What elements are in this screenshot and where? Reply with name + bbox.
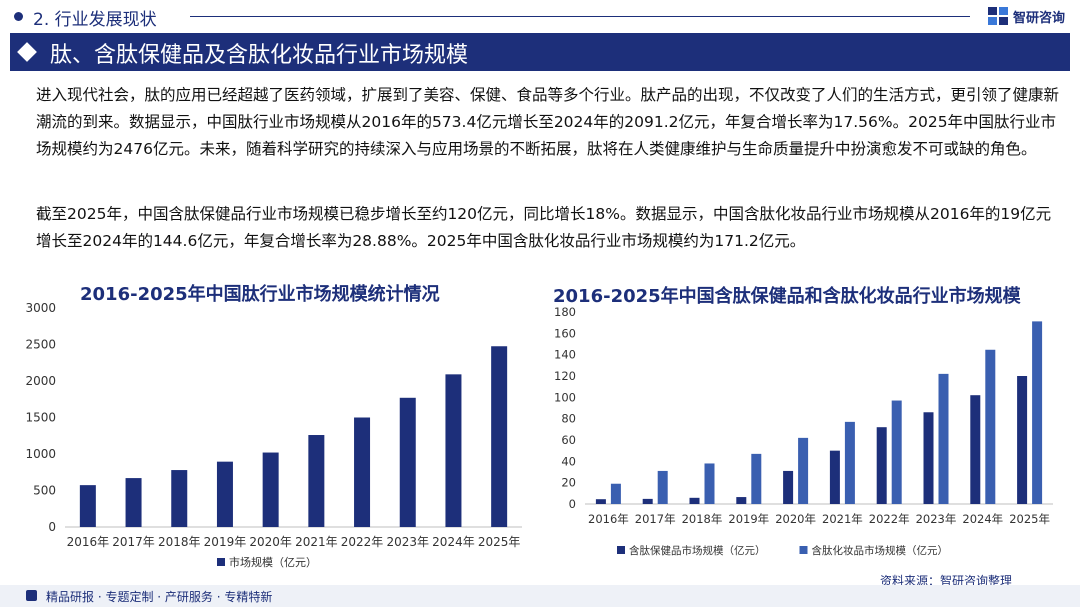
bar-1-2022年 [354, 417, 371, 527]
bar-2-2025年 [1032, 321, 1043, 504]
footer-tagline: 精品研报 · 专题定制 · 产研服务 · 专精特新 [46, 590, 273, 604]
bar-1-2016年 [79, 485, 96, 527]
bar-1-2020年 [262, 452, 279, 527]
top-bar: 2. 行业发展现状 智研咨询 [0, 0, 1080, 32]
bar-1-2024年 [970, 395, 981, 504]
y-tick-label: 160 [554, 326, 576, 340]
bar-2-2017年 [657, 470, 668, 504]
bar-2-2024年 [985, 349, 996, 504]
footer-bar: 精品研报 · 专题定制 · 产研服务 · 专精特新 [0, 585, 1080, 607]
y-tick-label: 1000 [25, 447, 56, 461]
bar-1-2019年 [216, 461, 233, 527]
y-tick-label: 0 [569, 497, 576, 511]
x-tick-label: 2022年 [341, 535, 384, 549]
peptide-products-chart: 0 20 40 60 80 100 120 140 160 180 2016年 2017年 2018年 2… [554, 305, 1053, 557]
y-tick-label: 3000 [25, 301, 56, 315]
y-tick-label: 180 [554, 305, 576, 319]
legend-label-1: 市场规模（亿元） [229, 555, 317, 569]
brand-name: 智研咨询 [1013, 10, 1066, 26]
bar-2-2019年 [751, 453, 762, 504]
bar-2-2023年 [938, 373, 949, 504]
x-tick-label: 2017年 [112, 535, 155, 549]
x-tick-label: 2021年 [822, 512, 863, 526]
legend-swatch-1 [617, 546, 625, 554]
x-tick-label: 2019年 [728, 512, 769, 526]
y-tick-label: 120 [554, 369, 576, 383]
x-tick-label: 2023年 [916, 512, 957, 526]
y-tick-label: 20 [561, 476, 576, 490]
bar-2-2016年 [610, 483, 621, 504]
page-title: 肽、含肽保健品及含肽化妆品行业市场规模 [50, 43, 469, 68]
bar-1-2022年 [876, 427, 887, 504]
legend-swatch-1 [217, 558, 225, 566]
bar-1-2018年 [171, 470, 188, 527]
legend-swatch-2 [799, 546, 808, 554]
x-tick-label: 2018年 [158, 535, 201, 549]
bar-1-2017年 [125, 478, 142, 527]
x-tick-label: 2017年 [635, 512, 676, 526]
bar-1-2021年 [308, 435, 325, 527]
bar-1-2017年 [642, 498, 653, 504]
source-note: 资料来源：智研咨询整理 [880, 574, 1013, 588]
section-bullet [14, 12, 23, 21]
x-tick-label: 2022年 [869, 512, 910, 526]
title-banner: 肽、含肽保健品及含肽化妆品行业市场规模 [10, 33, 1070, 71]
detail-paragraph: 截至2025年，中国含肽保健品行业市场规模已稳步增长至约120亿元，同比增长18… [36, 205, 1052, 250]
x-tick-label: 2023年 [386, 535, 429, 549]
x-tick-label: 2024年 [962, 512, 1003, 526]
bar-2-2020年 [798, 437, 809, 504]
section-divider [190, 16, 970, 17]
x-tick-label: 2020年 [249, 535, 292, 549]
legend-label-1: 含肽保健品市场规模（亿元） [629, 544, 766, 557]
section-title: 2. 行业发展现状 [33, 10, 157, 30]
y-tick-label: 1500 [25, 411, 56, 425]
bar-2-2022年 [891, 400, 902, 504]
y-tick-label: 2500 [25, 338, 56, 352]
y-tick-label: 2000 [25, 374, 56, 388]
y-tick-label: 40 [561, 454, 576, 468]
bar-1-2016年 [595, 499, 606, 504]
bar-1-2023年 [923, 412, 934, 504]
bar-1-2023年 [399, 397, 416, 527]
x-tick-label: 2021年 [295, 535, 338, 549]
bar-1-2019年 [736, 497, 747, 504]
x-tick-label: 2019年 [204, 535, 247, 549]
x-tick-label: 2025年 [1009, 512, 1050, 526]
brand-logo-icon [988, 7, 1008, 25]
y-tick-label: 80 [561, 412, 576, 426]
y-tick-label: 140 [554, 348, 576, 362]
intro-paragraph: 进入现代社会，肽的应用已经超越了医药领域，扩展到了美容、保健、食品等多个行业。肽… [36, 86, 1060, 158]
bar-2-2021年 [844, 421, 855, 504]
bar-1-2025年 [491, 346, 508, 527]
legend-label-2: 含肽化妆品市场规模（亿元） [812, 544, 949, 557]
bar-1-2025年 [1017, 376, 1028, 504]
x-tick-label: 2025年 [478, 535, 521, 549]
footer-logo-icon [26, 590, 37, 601]
y-tick-label: 100 [554, 390, 576, 404]
x-tick-label: 2016年 [67, 535, 110, 549]
bar-1-2024年 [445, 374, 462, 527]
bar-1-2021年 [829, 450, 840, 504]
x-tick-label: 2020年 [775, 512, 816, 526]
x-tick-label: 2018年 [682, 512, 723, 526]
y-tick-label: 0 [48, 520, 56, 534]
bar-1-2020年 [783, 470, 794, 504]
diamond-icon [17, 42, 37, 62]
bar-2-2018年 [704, 463, 715, 504]
x-tick-label: 2016年 [588, 512, 629, 526]
brand: 智研咨询 [988, 6, 1065, 26]
bar-1-2018年 [689, 497, 700, 504]
chart-1-title: 2016-2025年中国肽行业市场规模统计情况 [80, 284, 440, 305]
y-tick-label: 60 [561, 433, 576, 447]
y-tick-label: 500 [33, 484, 56, 498]
x-tick-label: 2024年 [432, 535, 475, 549]
chart-2-title: 2016-2025年中国含肽保健品和含肽化妆品行业市场规模 [553, 286, 1021, 307]
